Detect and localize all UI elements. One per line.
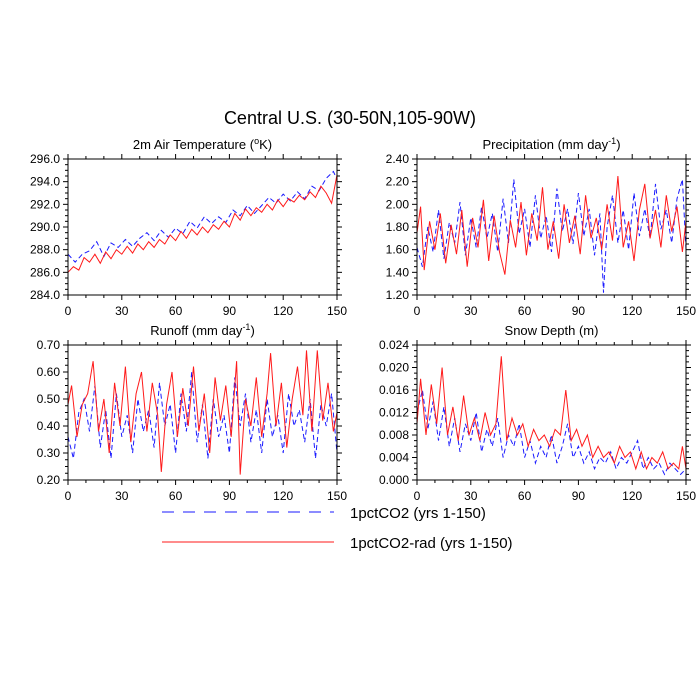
y-tick-label: 2.00 [386,197,410,211]
plot-frame [416,344,687,481]
y-tick-label: 0.024 [379,338,409,352]
x-tick-label: 30 [115,304,129,318]
x-tick-label: 60 [169,489,183,503]
x-tick-label: 0 [414,489,421,503]
y-tick-label: 0.016 [379,383,409,397]
series-line-precipitation-1pctco2 [416,179,687,293]
y-tick-label: 1.20 [386,288,410,302]
y-tick-label: 290.0 [30,220,60,234]
panel-runoff: 0 30 60 90 120 150 0.20 0.30 0.40 0.50 0.60 0.70 Run… [37,322,348,503]
legend: 1pctCO2 (yrs 1-150) 1pctCO2-rad (yrs 1-1… [162,505,513,552]
panel-title: Snow Depth (m) [505,323,599,338]
y-tick-label: 296.0 [30,152,60,166]
x-tick-label: 90 [223,304,237,318]
panel-snow-depth: 0 30 60 90 120 150 0.000 0.004 0.008 0.012 0.016 0.… [379,323,696,503]
x-tick-label: 90 [572,489,586,503]
x-tick-label: 60 [518,489,532,503]
x-tick-label: 150 [327,489,347,503]
plot-frame [416,158,687,296]
y-tick-label: 0.012 [379,406,409,420]
y-tick-label: 0.008 [379,428,409,442]
y-tick-label: 284.0 [30,288,60,302]
x-tick-label: 120 [273,304,293,318]
x-tick-label: 30 [464,489,478,503]
x-tick-label: 90 [223,489,237,503]
y-tick-label: 0.70 [37,338,61,352]
x-tick-label: 150 [676,489,696,503]
legend-label-1pctco2: 1pctCO2 (yrs 1-150) [350,505,486,522]
y-tick-label: 1.60 [386,243,410,257]
series-line-snow-depth-1pctco2-rad [416,356,687,471]
y-tick-label: 0.30 [37,446,61,460]
x-tick-label: 150 [327,304,347,318]
y-tick-label: 2.40 [386,152,410,166]
y-tick-label: 0.60 [37,365,61,379]
series-line-air-temperature-1pctco2-rad [67,174,338,273]
x-tick-label: 120 [622,489,642,503]
y-tick-label: 0.50 [37,392,61,406]
series-line-air-temperature-1pctco2 [67,170,338,263]
y-tick-label: 1.40 [386,265,410,279]
y-tick-label: 2.20 [386,175,410,189]
y-tick-label: 0.20 [37,473,61,487]
x-tick-label: 120 [273,489,293,503]
y-tick-label: 294.0 [30,175,60,189]
x-tick-label: 120 [622,304,642,318]
figure-title: Central U.S. (30-50N,105-90W) [224,108,476,128]
plot-frame [67,344,338,481]
y-tick-label: 286.0 [30,265,60,279]
y-tick-label: 288.0 [30,243,60,257]
legend-label-1pctco2-rad: 1pctCO2-rad (yrs 1-150) [350,535,513,552]
y-tick-label: 0.004 [379,451,409,465]
series-line-precipitation-1pctco2-rad [416,175,687,275]
y-tick-label: 0.020 [379,361,409,375]
x-tick-label: 60 [169,304,183,318]
x-tick-label: 60 [518,304,532,318]
panels: 0 30 60 90 120 150 284.0 286.0 288.0 290.0 292.0 29… [30,136,696,503]
y-tick-label: 0.000 [379,473,409,487]
panel-precipitation: 0 30 60 90 120 150 1.20 1.40 1.60 1.80 2.00 2.20 2.4… [386,136,697,318]
x-tick-label: 90 [572,304,586,318]
panel-title: Runoff (mm day-1) [150,322,255,338]
x-tick-label: 0 [65,489,72,503]
x-tick-label: 0 [65,304,72,318]
y-tick-label: 1.80 [386,220,410,234]
x-tick-label: 30 [115,489,129,503]
panel-air-temperature: 0 30 60 90 120 150 284.0 286.0 288.0 290.0 292.0 29… [30,136,347,318]
x-tick-label: 0 [414,304,421,318]
x-tick-label: 30 [464,304,478,318]
series-line-runoff-1pctco2-rad [67,350,338,475]
x-tick-label: 150 [676,304,696,318]
y-tick-label: 0.40 [37,419,61,433]
panel-title: Precipitation (mm day-1) [482,136,620,152]
y-tick-label: 292.0 [30,197,60,211]
panel-title: 2m Air Temperature (oK) [133,136,272,152]
